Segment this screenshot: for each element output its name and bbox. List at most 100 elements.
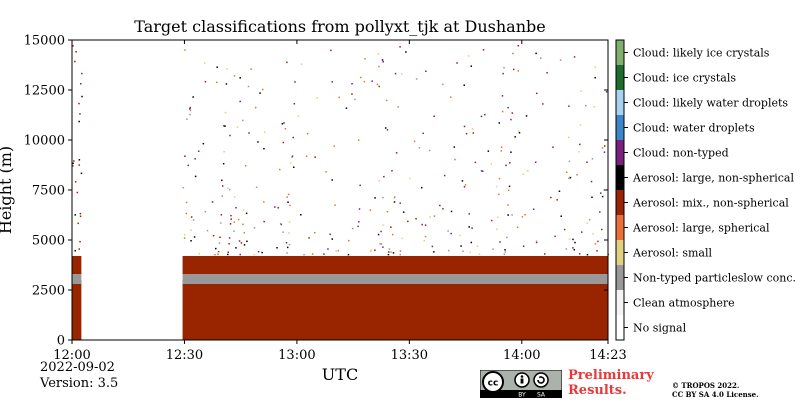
speckle-dot xyxy=(542,103,544,105)
speckle-dot xyxy=(498,177,501,180)
y-tick-label: 0 xyxy=(57,334,65,349)
speckle-dot xyxy=(288,221,291,223)
speckle-dot xyxy=(78,164,81,166)
legend-swatch xyxy=(616,165,624,190)
speckle-dot xyxy=(284,127,287,130)
speckle-dot xyxy=(286,246,289,249)
speckle-dot xyxy=(391,169,393,172)
speckle-dot xyxy=(192,219,195,221)
speckle-dot xyxy=(415,217,417,220)
speckle-dot xyxy=(228,237,231,239)
cc-badge-text: cc xyxy=(488,379,499,389)
speckle-dot xyxy=(522,173,525,176)
y-tick-label: 7500 xyxy=(32,184,65,199)
speckle-dot xyxy=(481,170,484,172)
speckle-dot xyxy=(333,145,335,147)
speckle-dot xyxy=(222,162,225,165)
speckle-dot xyxy=(285,241,288,244)
speckle-dot xyxy=(227,253,229,256)
speckle-dot xyxy=(386,210,389,213)
speckle-dot xyxy=(369,250,372,253)
speckle-dot xyxy=(468,213,470,215)
speckle-dot xyxy=(226,68,228,70)
speckle-dot xyxy=(242,223,244,226)
speckle-dot xyxy=(238,240,241,242)
speckle-dot xyxy=(81,95,83,98)
speckle-dot xyxy=(334,204,336,206)
speckle-dot xyxy=(502,72,504,75)
speckle-dot xyxy=(517,70,520,72)
speckle-dot xyxy=(568,160,571,163)
speckle-dot xyxy=(78,120,80,123)
speckle-dot xyxy=(73,160,75,162)
speckle-dot xyxy=(535,241,538,244)
speckle-dot xyxy=(394,72,397,75)
speckle-dot xyxy=(599,192,602,194)
speckle-dot xyxy=(221,195,224,197)
speckle-dot xyxy=(76,191,79,194)
speckle-dot xyxy=(594,243,597,245)
speckle-dot xyxy=(510,118,512,121)
speckle-dot xyxy=(591,196,593,199)
speckle-dot xyxy=(337,249,340,252)
speckle-dot xyxy=(393,196,396,198)
speckle-dot xyxy=(496,216,499,219)
speckle-dot xyxy=(449,96,452,98)
speckle-dot xyxy=(274,206,276,208)
legend-swatch xyxy=(616,315,624,340)
speckle-dot xyxy=(429,216,431,218)
speckle-dot xyxy=(393,197,395,199)
speckle-dot xyxy=(390,251,392,253)
speckle-dot xyxy=(382,224,385,226)
speckle-dot xyxy=(558,190,561,193)
speckle-dot xyxy=(578,150,580,153)
speckle-dot xyxy=(525,115,528,117)
speckle-dot xyxy=(186,118,188,120)
speckle-dot xyxy=(534,161,537,164)
speckle-dot xyxy=(255,186,258,189)
speckle-dot xyxy=(184,155,186,157)
speckle-dot xyxy=(183,237,186,239)
speckle-dot xyxy=(79,212,82,215)
speckle-dot xyxy=(384,127,387,129)
speckle-dot xyxy=(197,150,200,152)
speckle-dot xyxy=(286,61,288,64)
speckle-dot xyxy=(244,165,247,167)
speckle-dot xyxy=(72,162,74,165)
speckle-dot xyxy=(311,253,314,255)
speckle-layer xyxy=(72,44,609,256)
speckle-dot xyxy=(448,249,450,252)
speckle-dot xyxy=(593,106,596,108)
y-tick-label: 5000 xyxy=(32,234,65,249)
speckle-dot xyxy=(510,151,512,153)
legend-swatch xyxy=(616,90,624,115)
speckle-dot xyxy=(603,151,606,153)
speckle-dot xyxy=(204,210,207,213)
speckle-dot xyxy=(193,236,196,238)
y-axis-title: Height (m) xyxy=(0,146,15,234)
speckle-dot xyxy=(292,136,294,139)
speckle-dot xyxy=(247,85,250,88)
speckle-dot xyxy=(521,216,524,218)
speckle-dot xyxy=(468,226,470,228)
speckle-dot xyxy=(223,125,225,127)
speckle-dot xyxy=(397,106,399,108)
speckle-dot xyxy=(516,226,519,228)
speckle-dot xyxy=(297,115,300,117)
speckle-dot xyxy=(569,175,571,178)
speckle-dot xyxy=(283,122,285,124)
speckle-dot xyxy=(532,208,535,210)
speckle-dot xyxy=(230,218,233,220)
speckle-dot xyxy=(194,175,197,178)
speckle-dot xyxy=(377,233,380,236)
legend-label: Cloud: non-typed xyxy=(633,147,729,160)
cc-by-sa-badge: cc BY SA xyxy=(480,370,562,398)
legend-swatch xyxy=(616,40,624,65)
speckle-dot xyxy=(289,204,291,207)
speckle-dot xyxy=(371,80,373,82)
speckle-dot xyxy=(78,248,81,250)
speckle-dot xyxy=(74,181,77,183)
x-tick-label: 13:00 xyxy=(278,348,315,363)
speckle-dot xyxy=(442,208,444,210)
